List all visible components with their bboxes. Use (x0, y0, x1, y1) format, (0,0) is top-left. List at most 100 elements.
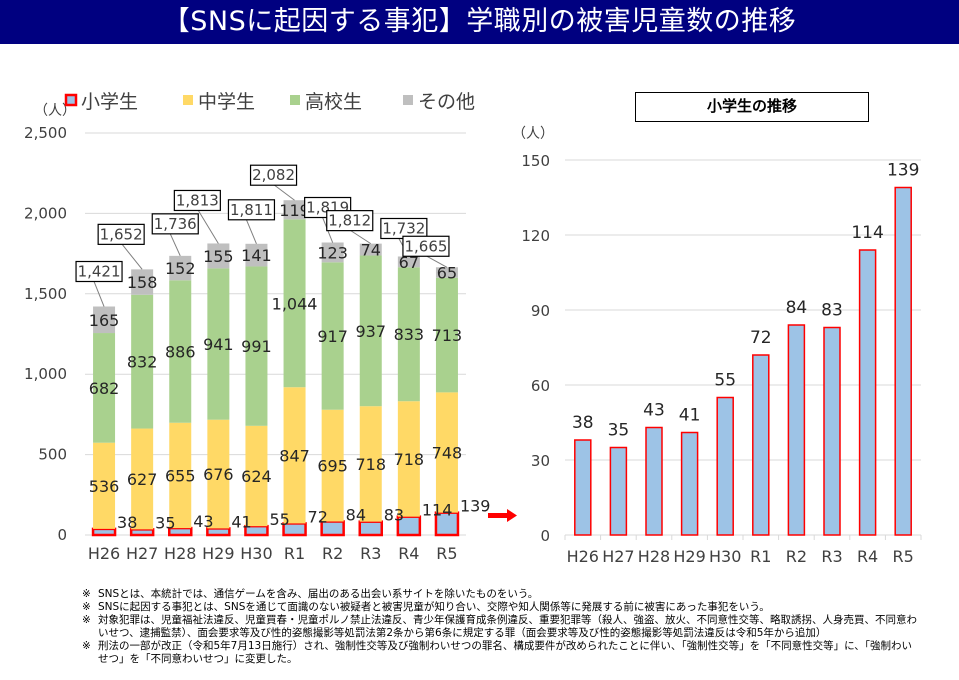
total-callout-box (97, 223, 145, 245)
data-label: 139 (460, 497, 491, 516)
data-label: 83 (821, 301, 843, 321)
data-label: 43 (193, 512, 213, 531)
bar (574, 439, 592, 536)
bar-segment-junior-high (169, 422, 192, 529)
total-callout-box (75, 260, 123, 283)
bar (645, 426, 663, 536)
x-tick-label: R5 (436, 544, 457, 563)
bar-segment-junior-high (93, 442, 116, 529)
data-label: 941 (203, 335, 234, 354)
x-tick-label: H28 (638, 547, 670, 566)
data-label: 713 (432, 326, 463, 345)
data-label: 536 (89, 477, 120, 496)
x-tick-label: R4 (398, 544, 419, 563)
data-label: 718 (394, 450, 425, 469)
data-label: 1,044 (272, 294, 318, 313)
y-tick-label: 60 (531, 377, 550, 395)
bar-segment-high-school (245, 266, 268, 426)
data-label: 155 (203, 247, 234, 266)
total-callout-box (227, 199, 276, 221)
data-label: 676 (203, 465, 234, 484)
x-tick-label: H30 (709, 547, 741, 566)
left-y-unit: （人） (34, 103, 76, 119)
bar-segment-other (283, 200, 306, 220)
bar-segment-elementary (358, 520, 383, 537)
bar-segment-junior-high (207, 419, 230, 529)
data-label: 41 (231, 512, 251, 531)
data-label: 35 (155, 513, 175, 532)
bar (858, 249, 877, 536)
bar-segment-junior-high (397, 401, 420, 517)
left-y-axis: 0 500 1,000 1,500 2,000 2,500 (24, 124, 67, 544)
data-label: 991 (241, 337, 272, 356)
total-label: 1,652 (100, 225, 143, 243)
y-tick-label: 1,000 (24, 365, 67, 383)
bar-segment-high-school (321, 262, 344, 410)
footnotes: ※ SNSとは、本統計では、通信ゲームを含み、届出のある出会い系サイトを除いたもの… (82, 588, 922, 666)
x-tick-label: H30 (240, 544, 272, 563)
total-label: 1,811 (230, 201, 273, 219)
bar-segment-high-school (207, 268, 230, 420)
data-label: 65 (437, 263, 457, 282)
data-label: 38 (117, 513, 137, 532)
arrow-shaft (488, 513, 508, 518)
y-tick-label: 1,500 (24, 285, 67, 303)
note-mark: ※ (82, 640, 91, 652)
legend-label: 中学生 (198, 91, 255, 113)
callout-leader (274, 184, 295, 201)
right-y-unit: （人） (512, 126, 554, 142)
data-label: 84 (346, 505, 366, 524)
note-text: SNSに起因する事犯とは、SNSを通じて面識のない被疑者と被害児童が知り合い、交… (98, 601, 770, 613)
data-label: 72 (308, 507, 328, 526)
bar (894, 186, 912, 536)
data-label: 165 (89, 311, 120, 330)
right-arrow-icon (488, 509, 517, 522)
x-tick-label: H26 (567, 547, 599, 566)
bar-segment-junior-high (359, 406, 382, 522)
note-mark: ※ (82, 588, 91, 600)
y-tick-label: 2,000 (24, 204, 67, 222)
callout-leader (93, 281, 105, 307)
data-label: 41 (679, 406, 701, 426)
total-callout-box (173, 189, 221, 212)
x-tick-label: H27 (602, 547, 634, 566)
data-label: 847 (279, 446, 310, 465)
bar-segment-other (359, 243, 382, 256)
data-label: 624 (241, 467, 272, 486)
data-label: 152 (165, 259, 196, 278)
legend-swatch (403, 95, 413, 105)
bar-segment-high-school (397, 267, 420, 402)
data-label: 718 (355, 455, 386, 474)
total-label: 1,421 (78, 263, 121, 281)
x-tick-label: R5 (893, 547, 914, 566)
bar-segment-elementary (91, 527, 117, 537)
data-label: 748 (432, 444, 463, 463)
left-bars (91, 200, 460, 537)
data-label: 83 (384, 506, 404, 525)
data-label: 114 (851, 223, 883, 243)
data-label: 917 (317, 327, 348, 346)
total-label: 1,812 (328, 212, 371, 230)
total-label: 1,813 (176, 191, 219, 209)
x-tick-label: R3 (821, 547, 842, 566)
callout-leader (169, 233, 181, 257)
bar (787, 324, 806, 536)
y-tick-label: 500 (38, 446, 67, 464)
total-label: 1,736 (154, 215, 197, 233)
bar-segment-other (207, 243, 230, 269)
bar-segment-high-school (93, 333, 116, 443)
bar-segment-high-school (131, 294, 154, 429)
y-tick-label: 30 (531, 452, 550, 470)
bar (680, 431, 699, 536)
data-label: 141 (241, 246, 272, 265)
callout-leader (197, 210, 219, 244)
total-label: 1,665 (404, 237, 447, 255)
y-tick-label: 120 (521, 227, 550, 245)
bar-segment-junior-high (283, 387, 306, 524)
data-label: 55 (269, 510, 289, 529)
data-label: 139 (887, 161, 919, 181)
x-tick-label: R1 (284, 544, 305, 563)
x-tick-label: R1 (750, 547, 771, 566)
total-label: 1,732 (382, 219, 425, 237)
